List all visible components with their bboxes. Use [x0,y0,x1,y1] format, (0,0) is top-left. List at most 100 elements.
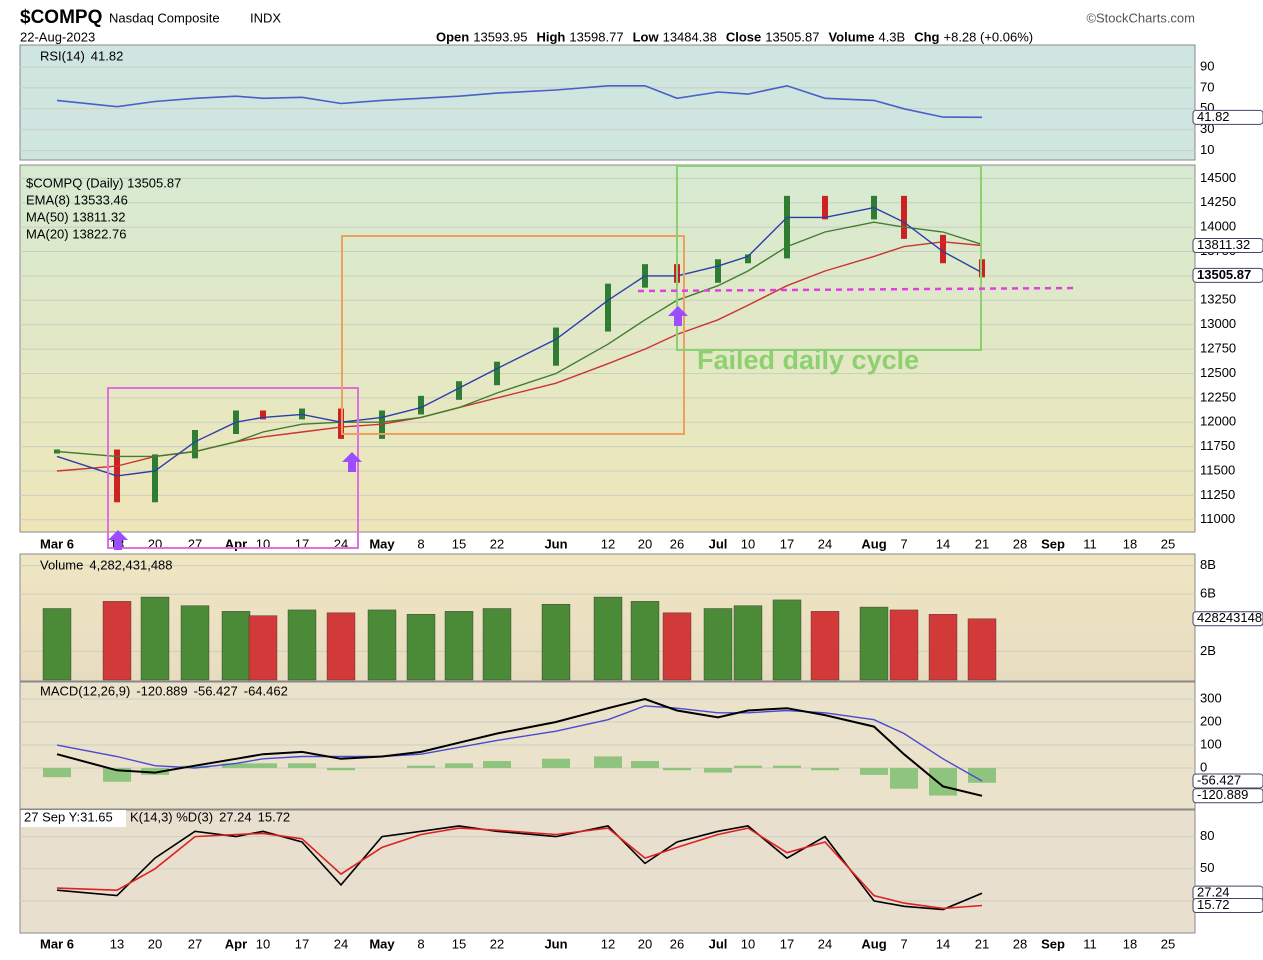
annotations: Failed daily cycle [107,165,1078,550]
x-tick-label: 22 [490,536,504,551]
price-bar [715,259,721,283]
quote-value: +8.28 (+0.06%) [944,29,1034,44]
arrow [108,530,128,550]
x-tick-label: 21 [975,936,989,951]
y-tick-label: 30 [1200,121,1214,136]
histogram-bar [968,767,996,783]
x-tick-label: Jul [709,536,728,551]
cursor-box [21,810,126,827]
title-value: 27.24 [219,809,252,824]
title-value: -64.462 [244,683,288,698]
box-pink [107,387,359,549]
series-line [56,705,983,782]
date: 22-Aug-2023 [20,29,95,44]
quote-label: Volume [828,29,874,44]
histogram-bar [141,767,169,775]
legend-entry: $COMPQ (Daily) 13505.87 [26,175,181,190]
rsi-panel [19,44,1196,161]
title-value: -120.889 [136,683,187,698]
annotation: Failed daily cycle [697,345,919,375]
title-value: 15.72 [258,809,291,824]
y-tick-label: 11750 [1200,438,1235,453]
title-value: -56.427 [194,683,238,698]
y-tick-label: 200 [1200,713,1222,728]
value-box [1192,238,1263,254]
x-tick-label: 27 [188,936,202,951]
panel-title: MACD(12,26,9) [40,683,130,698]
value-box-label: 13811.32 [1197,237,1250,252]
x-tick-label: 18 [1123,936,1137,951]
histogram-bar [594,756,622,768]
quote-label: Open [436,29,469,44]
y-tick-label: 0 [1200,759,1207,774]
quote-label: Chg [914,29,939,44]
legend-entry: MA(50) 13811.32 [26,209,126,224]
arrow [668,306,688,326]
value-box [1192,109,1263,125]
index-name: Nasdaq Composite [109,10,220,25]
x-tick-label: 13 [110,936,124,951]
x-tick-label: 15 [452,936,466,951]
price-bar [152,454,158,503]
histogram-bar [483,761,511,768]
quote-value: 13484.38 [663,29,717,44]
x-tick-label: Apr [225,536,247,551]
histogram-bar [181,765,209,768]
price-bar [260,410,266,420]
x-tick-label: 20 [148,936,162,951]
volume-bar [630,601,660,681]
arrow [342,452,362,472]
series-line [56,84,983,119]
y-tick-label: 100 [1200,736,1222,751]
price-bar [456,381,462,400]
y-tick-label: 11250 [1200,487,1235,502]
x-tick-label: Sep [1041,536,1065,551]
y-tick-label: 10 [1200,142,1214,157]
volume-bar [541,603,571,681]
y-tick-label: 90 [1200,58,1214,73]
x-tick-label: 8 [417,936,424,951]
histogram-bar [222,763,250,768]
quote-label: Low [633,29,660,44]
volume-bar [482,608,512,681]
x-tick-label: May [369,936,395,951]
y-tick-label: 50 [1200,860,1214,875]
x-tick-label: Aug [861,936,886,951]
x-tick-label: 26 [670,936,684,951]
x-tick-label: 10 [741,536,755,551]
value-box-label: 4282431488 [1197,610,1263,625]
volume-bar [810,611,840,681]
histogram-bar [288,763,316,768]
y-tick-label: 8B [1200,557,1216,572]
series-line [56,206,983,477]
quote-label: Close [726,29,761,44]
x-tick-label: 20 [638,536,652,551]
panel-title: K(14,3) %D(3) [130,809,213,824]
x-tick-label: 17 [295,536,309,551]
x-tick-label: 14 [936,536,950,551]
histogram-bar [704,767,732,773]
y-tick-label: 14250 [1200,194,1236,209]
box-orange [341,235,685,435]
series-line [56,697,983,797]
histogram-bar [327,767,355,771]
support-line [637,286,1078,293]
title-value: 41.82 [91,48,124,63]
x-tick-label: 26 [670,536,684,551]
volume-bar [593,596,623,681]
source: ©StockCharts.com [1086,10,1195,25]
volume-bar [703,608,733,681]
histogram-bar [407,765,435,768]
histogram-bar [929,767,957,796]
price-bar [822,195,828,220]
x-tick-label: 22 [490,936,504,951]
legend-entry: EMA(8) 13533.46 [26,192,128,207]
volume-bar [772,599,802,681]
y-tick-label: 13250 [1200,292,1236,307]
price-bar [418,395,424,415]
histogram-bar [811,767,839,771]
y-tick-label: 2B [1200,643,1216,658]
panel-title: Volume [40,557,83,572]
x-tick-label: 7 [900,536,907,551]
